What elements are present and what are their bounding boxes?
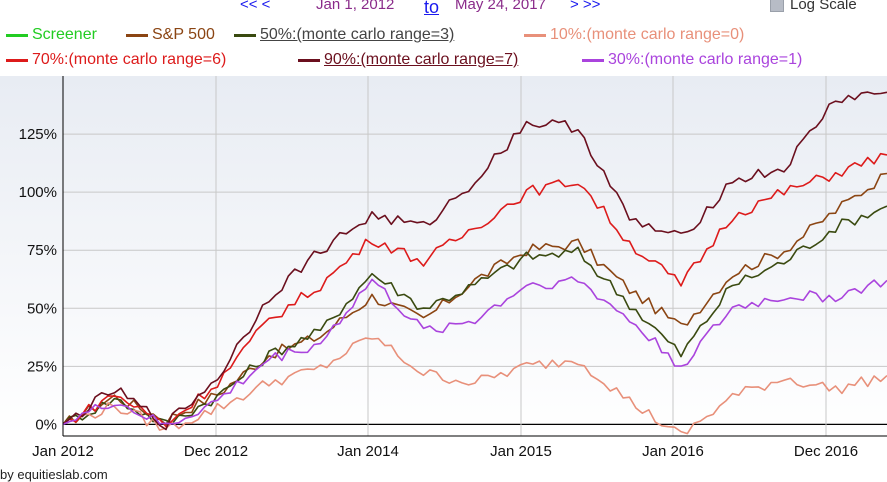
legend-item-50pct[interactable]: 50%:(monte carlo range=3) <box>234 26 454 44</box>
legend-label: 90%:(monte carlo range=7) <box>324 51 519 68</box>
legend-swatch <box>524 33 546 37</box>
prev-range-arrows[interactable]: << < <box>240 0 271 13</box>
series-line <box>62 337 887 435</box>
series-line <box>62 276 887 426</box>
y-tick-label: 75% <box>27 242 57 259</box>
log-scale-checkbox[interactable] <box>770 0 784 12</box>
legend-item-90pct[interactable]: 90%:(monte carlo range=7) <box>298 51 518 69</box>
y-tick-label: 100% <box>19 184 57 201</box>
legend-swatch <box>6 33 28 37</box>
legend-item-10pct[interactable]: 10%:(monte carlo range=0) <box>524 26 744 44</box>
start-date[interactable]: Jan 1, 2012 <box>316 0 395 13</box>
legend-label: 10%:(monte carlo range=0) <box>550 26 745 43</box>
plot-background <box>0 76 887 436</box>
log-scale-toggle[interactable]: Log Scale <box>770 0 857 13</box>
end-date[interactable]: May 24, 2017 <box>455 0 546 13</box>
y-tick-label: 25% <box>27 358 57 375</box>
legend-label: 70%:(monte carlo range=6) <box>32 51 227 68</box>
x-tick-label: Jan 2015 <box>490 443 552 460</box>
y-tick-label: 50% <box>27 300 57 317</box>
date-range-nav: << < Jan 1, 2012 to May 24, 2017 > >> Lo… <box>0 0 887 22</box>
log-scale-label: Log Scale <box>790 0 857 13</box>
series-lines <box>62 91 887 435</box>
y-tick-label: 0% <box>35 416 57 433</box>
x-tick-label: Jan 2012 <box>32 443 94 460</box>
series-line <box>62 172 887 426</box>
legend-item-70pct[interactable]: 70%:(monte carlo range=6) <box>6 51 226 69</box>
axes <box>62 76 887 437</box>
credit-text: by equitieslab.com <box>0 467 108 482</box>
legend-label: Screener <box>32 26 97 43</box>
x-tick-label: Jan 2014 <box>337 443 399 460</box>
legend-label: 50%:(monte carlo range=3) <box>260 26 455 43</box>
legend-item-sp500[interactable]: S&P 500 <box>126 26 215 44</box>
to-link[interactable]: to <box>424 0 440 17</box>
x-tick-label: Jan 2016 <box>642 443 704 460</box>
legend-label: 30%:(monte carlo range=1) <box>608 51 803 68</box>
legend-label: S&P 500 <box>152 26 215 43</box>
series-line <box>62 152 887 428</box>
legend-item-screener[interactable]: Screener <box>6 26 97 44</box>
next-range-arrows[interactable]: > >> <box>570 0 601 13</box>
x-tick-label: Dec 2012 <box>184 443 248 460</box>
legend-swatch <box>234 33 256 37</box>
series-line <box>62 205 887 425</box>
series-line <box>62 91 887 431</box>
tick-labels: 0% 25% 50% 75% 100% 125% Jan 2012 Dec 2012 Jan 2… <box>19 126 858 460</box>
legend-swatch <box>6 58 28 62</box>
legend-swatch <box>298 58 320 62</box>
legend-item-30pct[interactable]: 30%:(monte carlo range=1) <box>582 51 802 69</box>
y-tick-label: 125% <box>19 126 57 143</box>
legend-swatch <box>126 33 148 37</box>
x-tick-label: Dec 2016 <box>794 443 858 460</box>
legend-swatch <box>582 58 604 62</box>
performance-chart: 0% 25% 50% 75% 100% 125% Jan 2012 Dec 2012 Jan 2… <box>0 76 887 460</box>
